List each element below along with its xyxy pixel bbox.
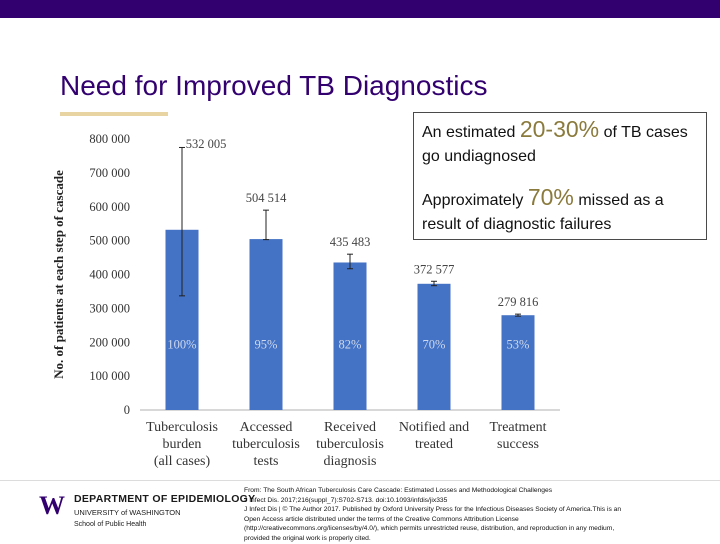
bar bbox=[333, 262, 367, 410]
school-name: School of Public Health bbox=[74, 521, 147, 528]
missed-post: missed as a result of diagnostic failure… bbox=[422, 192, 664, 233]
statistics-callout: An estimated 20-30% of TB cases go undia… bbox=[413, 112, 707, 240]
bar bbox=[501, 315, 535, 410]
percent-label: 100% bbox=[167, 337, 196, 351]
category-label: diagnosis bbox=[324, 454, 377, 469]
undiagnosed-post: of TB cases go undiagnosed bbox=[422, 124, 688, 165]
top-color-bar bbox=[0, 0, 720, 18]
missed-statement: Approximately 70% missed as a result of … bbox=[422, 185, 702, 237]
slide-title: Need for Improved TB Diagnostics bbox=[60, 70, 488, 101]
citation-line: From: The South African Tuberculosis Car… bbox=[244, 487, 553, 494]
category-label: Treatment bbox=[489, 420, 546, 435]
source-citation: From: The South African Tuberculosis Car… bbox=[244, 486, 710, 544]
citation-line: (http://creativecommons.org/licenses/by/… bbox=[244, 525, 615, 533]
footer bbox=[0, 480, 720, 541]
uw-logo-icon: W bbox=[39, 493, 65, 517]
undiagnosed-pre: An estimated bbox=[422, 124, 516, 141]
undiagnosed-statement: An estimated 20-30% of TB cases go undia… bbox=[422, 117, 702, 169]
category-label: Received bbox=[324, 420, 376, 435]
department-name: DEPARTMENT OF EPIDEMIOLOGY bbox=[74, 493, 256, 505]
y-tick-label: 500 000 bbox=[89, 234, 130, 248]
tb-cascade-bar-chart: No. of patients at each step of cascade 0… bbox=[51, 132, 560, 469]
value-label: 504 514 bbox=[246, 191, 287, 205]
percent-label: 82% bbox=[339, 337, 362, 351]
citation-line: J Infect Dis | © The Author 2017. Publis… bbox=[244, 506, 622, 514]
value-label: 435 483 bbox=[330, 235, 371, 249]
percent-label: 95% bbox=[255, 337, 278, 351]
category-label: (all cases) bbox=[154, 454, 211, 469]
bar bbox=[249, 239, 283, 410]
missed-pre: Approximately bbox=[422, 192, 524, 209]
y-tick-label: 600 000 bbox=[89, 200, 130, 214]
y-tick-label: 300 000 bbox=[89, 301, 130, 315]
value-label: 279 816 bbox=[498, 295, 539, 309]
uw-logo-letter: W bbox=[39, 493, 65, 517]
y-tick-label: 400 000 bbox=[89, 268, 130, 282]
y-tick-label: 100 000 bbox=[89, 369, 130, 383]
category-label: tests bbox=[254, 454, 279, 469]
citation-line: Open Access article distributed under th… bbox=[244, 515, 519, 523]
category-label: Accessed bbox=[240, 420, 293, 435]
citation-line: J Infect Dis. 2017;216(suppl_7):S702-S71… bbox=[244, 496, 448, 504]
category-label: treated bbox=[415, 437, 453, 452]
missed-percent: 70% bbox=[527, 184, 574, 210]
y-tick-label: 800 000 bbox=[89, 132, 130, 146]
y-axis-label: No. of patients at each step of cascade bbox=[51, 170, 66, 379]
value-label: 372 577 bbox=[414, 262, 455, 276]
category-label: burden bbox=[163, 437, 202, 452]
category-label: Tuberculosis bbox=[146, 420, 218, 435]
percent-label: 53% bbox=[507, 337, 530, 351]
undiagnosed-percent: 20-30% bbox=[519, 116, 600, 142]
y-tick-label: 0 bbox=[124, 403, 130, 417]
university-name: UNIVERSITY of WASHINGTON bbox=[74, 508, 181, 517]
value-label: 532 005 bbox=[186, 137, 227, 151]
y-tick-label: 200 000 bbox=[89, 335, 130, 349]
percent-label: 70% bbox=[423, 337, 446, 351]
citation-line: provided the original work is properly c… bbox=[244, 534, 371, 542]
category-label: success bbox=[497, 437, 539, 452]
category-label: tuberculosis bbox=[232, 437, 300, 452]
category-label: tuberculosis bbox=[316, 437, 384, 452]
y-tick-label: 700 000 bbox=[89, 166, 130, 180]
bar bbox=[417, 283, 451, 410]
category-label: Notified and bbox=[399, 420, 469, 435]
title-underline bbox=[60, 112, 168, 116]
